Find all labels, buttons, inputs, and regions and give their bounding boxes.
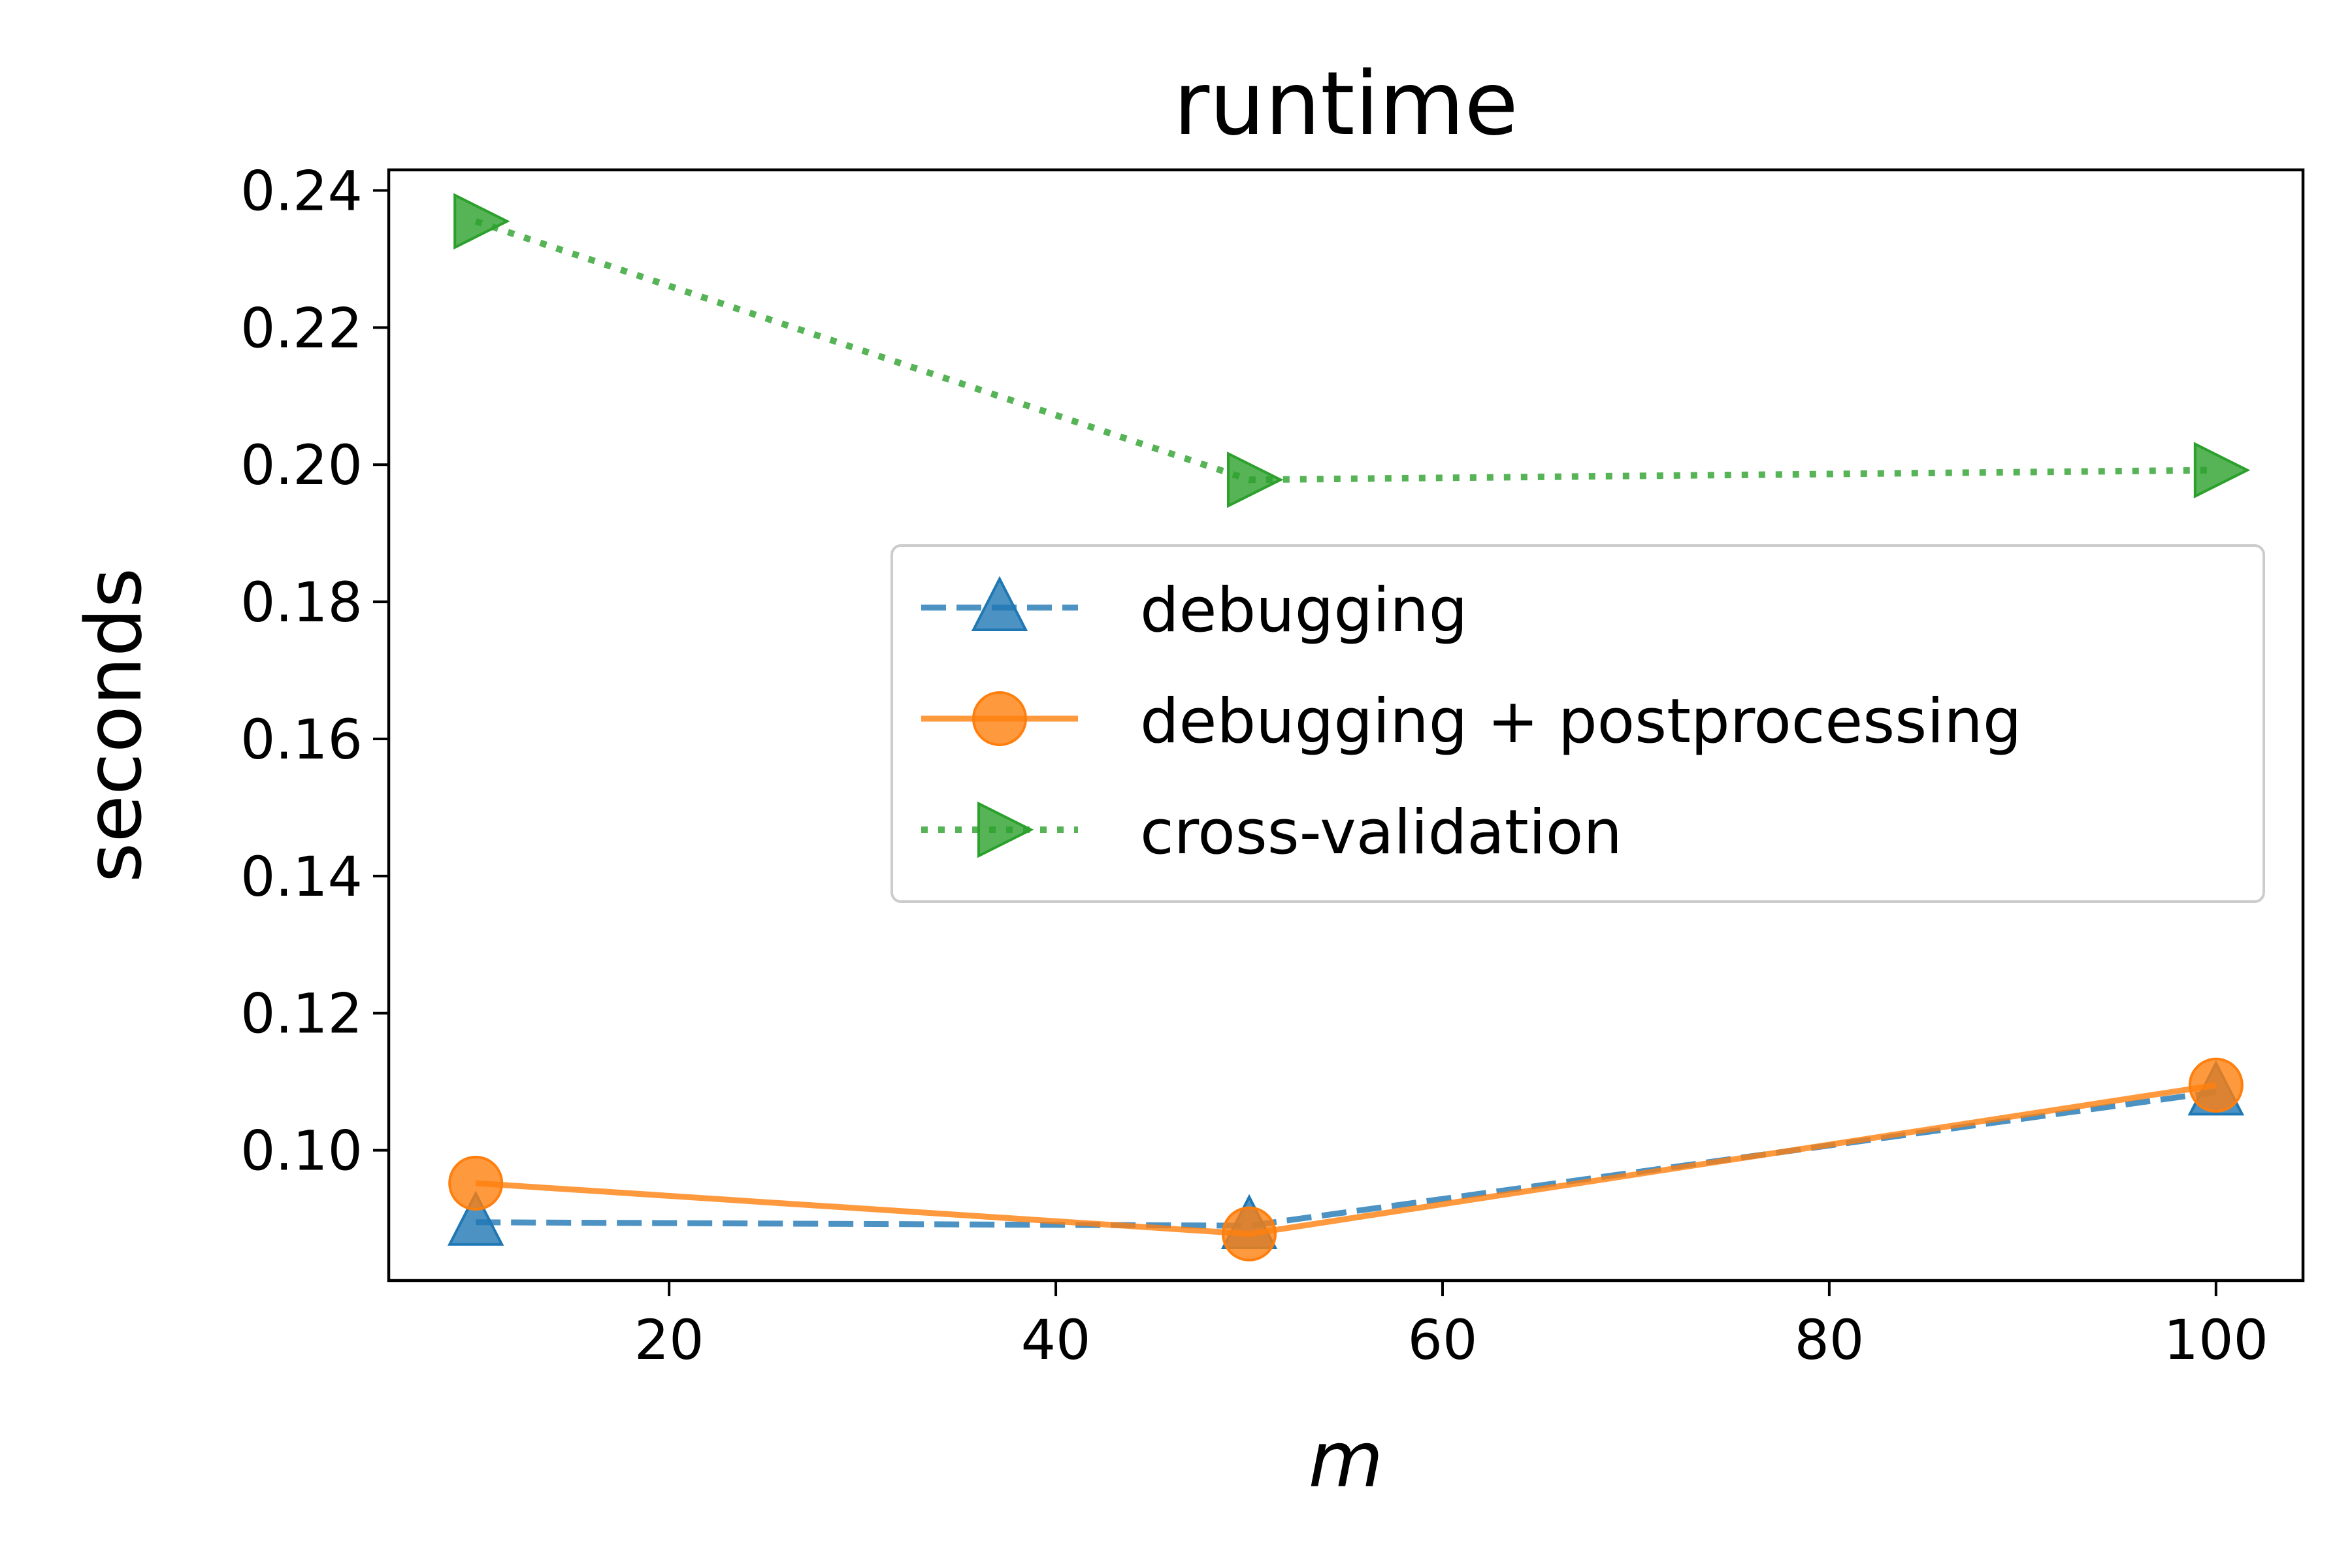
legend-label-debugging: debugging — [1140, 575, 1467, 646]
y-tick-label: 0.10 — [240, 1119, 363, 1183]
data-point — [2193, 442, 2251, 498]
chart-title: runtime — [1173, 53, 1518, 155]
y-tick-label: 0.20 — [240, 433, 363, 497]
y-tick-label: 0.24 — [240, 159, 363, 223]
x-tick-label: 40 — [1021, 1308, 1091, 1372]
x-axis: 20 40 60 80 100 — [634, 1281, 2268, 1372]
x-tick-label: 100 — [2164, 1308, 2268, 1372]
y-axis-label: seconds — [69, 568, 159, 883]
legend-label-cross-validation: cross-validation — [1140, 797, 1622, 868]
series-1 — [448, 1057, 2244, 1262]
data-point — [2188, 1057, 2244, 1113]
x-axis-label: m — [1309, 1414, 1384, 1505]
plot-frame — [387, 168, 2305, 1282]
data-point — [1222, 1206, 1277, 1262]
legend-handles — [921, 576, 1078, 858]
data-point — [447, 1190, 504, 1246]
legend-marker — [971, 576, 1028, 631]
legend-marker — [977, 801, 1034, 858]
legend-label-debugging-postprocessing: debugging + postprocessing — [1140, 686, 2022, 757]
x-tick-label: 80 — [1794, 1308, 1864, 1372]
y-tick-label: 0.22 — [240, 296, 363, 360]
plot-area — [447, 193, 2251, 1262]
series-2 — [453, 193, 2251, 508]
legend-marker — [972, 691, 1027, 746]
x-tick-label: 20 — [634, 1308, 704, 1372]
data-point — [453, 193, 510, 250]
y-axis: 0.10 0.12 0.14 0.16 0.18 0.20 0.22 0.24 — [240, 159, 389, 1183]
y-tick-label: 0.16 — [240, 708, 363, 772]
data-point — [1227, 451, 1284, 508]
x-tick-label: 60 — [1408, 1308, 1478, 1372]
y-tick-label: 0.18 — [240, 570, 363, 634]
data-point — [448, 1155, 504, 1211]
legend-box — [890, 544, 2265, 903]
y-tick-label: 0.14 — [240, 845, 363, 909]
y-tick-label: 0.12 — [240, 982, 363, 1046]
legend: debugging debugging + postprocessing cro… — [890, 544, 2265, 903]
